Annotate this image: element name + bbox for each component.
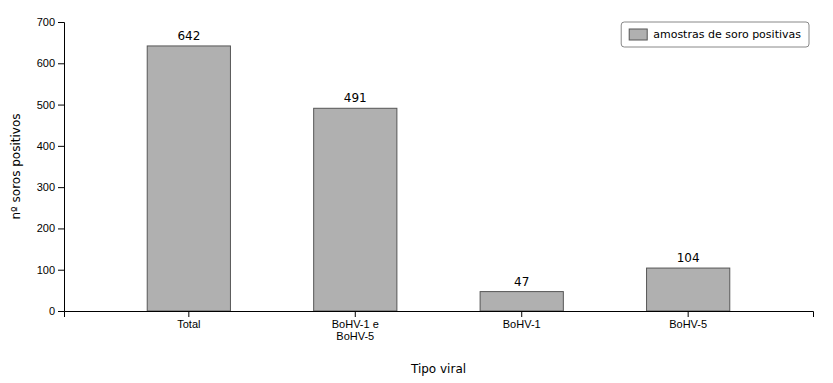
x-tick-line: [688, 311, 689, 317]
y-tick: 600: [37, 57, 64, 69]
data-label: 642: [177, 29, 200, 43]
x-tick: BoHV-1 eBoHV-5: [332, 311, 379, 342]
legend: amostras de soro positivas: [621, 22, 809, 47]
x-tick-line: [188, 311, 189, 317]
y-tick-label: 400: [37, 140, 55, 152]
legend-swatch: [629, 29, 647, 40]
y-axis-line: [58, 23, 65, 312]
bars: [147, 46, 730, 311]
y-tick-line: [58, 228, 64, 229]
y-tick: 0: [49, 305, 64, 317]
y-tick: 700: [37, 16, 64, 28]
y-tick-label: 500: [37, 99, 55, 111]
y-tick-line: [58, 22, 64, 23]
y-tick: 300: [37, 181, 64, 193]
bar: [147, 46, 230, 311]
x-tick: Total: [177, 311, 200, 330]
x-tick-label: Total: [177, 318, 200, 330]
legend-frame: [621, 22, 809, 47]
chart: 0 100 200 300 400 500 600 700 Total BoHV-1 eBoHV-…: [0, 0, 833, 383]
legend-item: amostras de soro positivas: [629, 28, 801, 41]
y-tick-line: [58, 63, 64, 64]
data-labels: 642 491 47 104: [177, 29, 699, 289]
y-tick: 200: [37, 222, 64, 234]
x-tick-label: BoHV-1: [503, 318, 541, 330]
y-axis-title: nº soros positivos: [9, 113, 23, 219]
y-tick-label: 700: [37, 16, 55, 28]
y-axis: 0 100 200 300 400 500 600 700: [37, 16, 65, 317]
y-tick-line: [58, 105, 64, 106]
y-tick-line: [58, 146, 64, 147]
legend-label: amostras de soro positivas: [653, 28, 801, 41]
y-tick-line: [58, 187, 64, 188]
x-tick: BoHV-5: [669, 311, 707, 330]
x-axis-line: [65, 312, 814, 318]
x-tick-line: [521, 311, 522, 317]
x-tick-label: BoHV-5: [669, 318, 707, 330]
y-tick-label: 200: [37, 222, 55, 234]
x-axis: Total BoHV-1 eBoHV-5 BoHV-1 BoHV-5: [65, 311, 814, 342]
y-tick-line: [58, 270, 64, 271]
x-tick-line: [355, 311, 356, 317]
y-tick-label: 600: [37, 57, 55, 69]
bar: [480, 292, 563, 311]
x-tick: BoHV-1: [503, 311, 541, 330]
y-tick: 100: [37, 264, 64, 276]
x-axis-title: Tipo viral: [410, 362, 466, 376]
x-tick-label: BoHV-1 eBoHV-5: [332, 318, 379, 343]
data-label: 47: [514, 275, 529, 289]
bar: [647, 268, 730, 311]
y-tick-line: [58, 311, 64, 312]
data-label: 104: [677, 251, 700, 265]
y-tick-label: 300: [37, 181, 55, 193]
y-tick: 400: [37, 140, 64, 152]
bar: [314, 108, 397, 311]
y-tick-label: 0: [49, 305, 55, 317]
y-tick-label: 100: [37, 264, 55, 276]
y-tick: 500: [37, 99, 64, 111]
data-label: 491: [344, 91, 367, 105]
plot: 0 100 200 300 400 500 600 700 Total BoHV-1 eBoHV-…: [37, 16, 814, 342]
